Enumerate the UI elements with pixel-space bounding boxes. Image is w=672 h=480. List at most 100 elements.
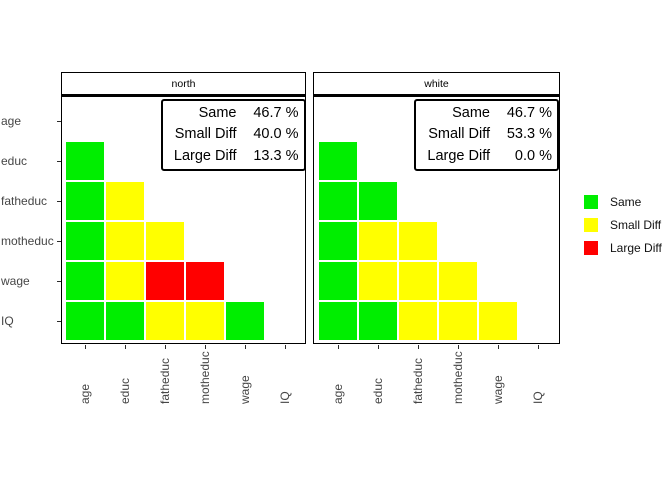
y-axis-label: fatheduc xyxy=(1,194,48,208)
x-axis-tick xyxy=(458,344,459,349)
heatmap-cell xyxy=(146,262,184,300)
stats-box-north: Same 46.7 % Small Diff 40.0 % Large Diff 13.3… xyxy=(160,98,306,171)
y-axis-tick xyxy=(56,281,62,282)
panel-title: north xyxy=(171,77,196,90)
y-axis-label: age xyxy=(1,114,22,128)
x-axis-label: age xyxy=(78,383,92,404)
x-axis-tick xyxy=(285,344,286,349)
panel-title: white xyxy=(424,77,449,90)
legend-label: Large Diff xyxy=(610,241,662,255)
stats-label: Small Diff xyxy=(174,126,237,143)
x-axis-tick xyxy=(205,344,206,349)
heatmap-cell xyxy=(399,302,437,340)
x-axis-label: IQ xyxy=(531,391,545,404)
stats-label: Small Diff xyxy=(428,126,490,143)
stats-row: Small Diff 53.3 % xyxy=(421,124,552,145)
heatmap-cell xyxy=(66,262,104,300)
stats-row: Same 46.7 % xyxy=(168,103,299,124)
x-axis-tick xyxy=(338,344,339,349)
stats-value: 13.3 % xyxy=(253,147,299,164)
stats-value: 46.7 % xyxy=(506,105,552,122)
heatmap-cell xyxy=(359,222,397,260)
heatmap-cell xyxy=(319,222,357,260)
legend-item: Small Diff xyxy=(584,218,662,232)
panel-strip: white xyxy=(314,73,559,97)
x-axis-label: age xyxy=(331,383,345,404)
stats-box-white: Same 46.7 % Small Diff 53.3 % Large Diff 0.0 … xyxy=(414,98,559,171)
legend-item: Same xyxy=(584,195,662,209)
stats-label: Same xyxy=(198,105,237,122)
stats-row: Small Diff 40.0 % xyxy=(168,124,299,145)
y-axis-label: IQ xyxy=(1,314,14,328)
heatmap-cell xyxy=(106,182,144,220)
heatmap-cell xyxy=(106,302,144,340)
y-axis-tick xyxy=(56,121,62,122)
heatmap-cell xyxy=(359,182,397,220)
heatmap-cell xyxy=(66,142,104,180)
x-axis-label: wage xyxy=(491,375,505,404)
stats-value: 53.3 % xyxy=(506,126,552,143)
heatmap-cell xyxy=(186,302,224,340)
stats-label: Large Diff xyxy=(427,147,490,164)
x-axis-tick xyxy=(378,344,379,349)
heatmap-cell xyxy=(439,262,477,300)
y-axis-tick xyxy=(56,201,62,202)
heatmap-cell xyxy=(66,302,104,340)
y-axis-tick xyxy=(56,321,62,322)
x-axis-tick xyxy=(418,344,419,349)
legend: Same Small Diff Large Diff xyxy=(584,195,662,255)
heatmap-cell xyxy=(319,262,357,300)
x-axis-label: fatheduc xyxy=(411,357,425,404)
x-axis-label: IQ xyxy=(278,391,292,404)
heatmap-cell xyxy=(106,262,144,300)
stats-value: 40.0 % xyxy=(253,126,299,143)
x-axis-label: motheduc xyxy=(451,351,465,404)
stats-label: Same xyxy=(452,105,490,122)
legend-item: Large Diff xyxy=(584,241,662,255)
x-axis-tick xyxy=(538,344,539,349)
heatmap-cell xyxy=(146,302,184,340)
legend-label: Same xyxy=(610,195,642,209)
heatmap-cell xyxy=(479,302,517,340)
stats-row: Large Diff 0.0 % xyxy=(421,145,552,166)
y-axis-tick xyxy=(56,241,62,242)
x-axis-tick xyxy=(125,344,126,349)
heatmap-cell xyxy=(439,302,477,340)
heatmap-cell xyxy=(359,262,397,300)
legend-swatch xyxy=(584,241,598,255)
legend-label: Small Diff xyxy=(610,218,662,232)
heatmap-cell xyxy=(399,222,437,260)
heatmap-cell xyxy=(106,222,144,260)
heatmap-cell xyxy=(319,182,357,220)
heatmap-cell xyxy=(319,142,357,180)
y-axis-label: educ xyxy=(1,154,28,168)
x-axis-tick xyxy=(85,344,86,349)
legend-swatch xyxy=(584,195,598,209)
x-axis-tick xyxy=(498,344,499,349)
stats-value: 46.7 % xyxy=(253,105,299,122)
stats-row: Same 46.7 % xyxy=(421,103,552,124)
heatmap-cell xyxy=(399,262,437,300)
heatmap-cell xyxy=(226,302,264,340)
x-axis-label: fatheduc xyxy=(158,357,172,404)
x-axis-tick xyxy=(245,344,246,349)
y-axis-label: wage xyxy=(1,274,30,288)
stats-label: Large Diff xyxy=(173,147,237,164)
y-axis-label: motheduc xyxy=(1,234,54,248)
heatmap-cell xyxy=(66,182,104,220)
y-axis-tick xyxy=(56,161,62,162)
panel-strip: north xyxy=(62,73,305,97)
stats-row: Large Diff 13.3 % xyxy=(168,145,299,166)
x-axis-label: motheduc xyxy=(198,351,212,404)
x-axis-label: wage xyxy=(238,375,252,404)
heatmap-cell xyxy=(319,302,357,340)
heatmap-cell xyxy=(359,302,397,340)
x-axis-label: educ xyxy=(371,377,385,404)
legend-swatch xyxy=(584,218,598,232)
x-axis-label: educ xyxy=(118,377,132,404)
stats-value: 0.0 % xyxy=(514,147,552,164)
heatmap-cell xyxy=(186,262,224,300)
heatmap-cell xyxy=(66,222,104,260)
x-axis-tick xyxy=(165,344,166,349)
